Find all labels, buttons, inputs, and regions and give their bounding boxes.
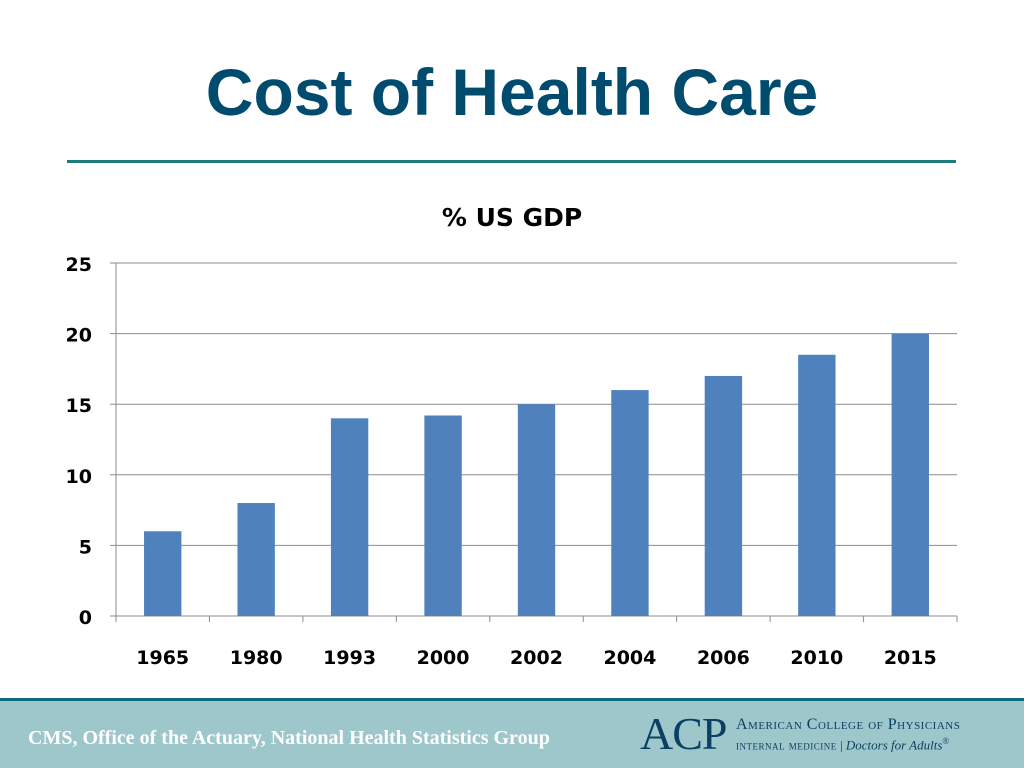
x-tick-label: 2000 <box>417 647 470 669</box>
acp-org-name: American College of Physicians <box>736 716 961 733</box>
source-citation: CMS, Office of the Actuary, National Hea… <box>28 727 550 749</box>
y-tick-label: 25 <box>66 254 92 276</box>
x-tick-label: 2002 <box>510 647 563 669</box>
x-tick-label: 1980 <box>230 647 283 669</box>
bar-2002 <box>517 404 556 616</box>
bar-2015 <box>891 333 929 616</box>
slide-title: Cost of Health Care <box>205 55 819 129</box>
x-tick-label: 2010 <box>790 647 843 669</box>
bar-2000 <box>424 415 462 616</box>
y-tick-label: 10 <box>66 466 92 488</box>
acp-tagline-right: Doctors for Adults <box>845 737 943 753</box>
x-tick-label: 2006 <box>697 647 750 669</box>
acp-logo-mark: ACP <box>640 708 727 759</box>
title-divider <box>67 160 956 163</box>
y-tick-label: 20 <box>66 325 92 347</box>
x-tick-label: 1993 <box>323 647 376 669</box>
acp-tagline: internal medicine | Doctors for Adults® <box>736 736 949 753</box>
bar-2004 <box>611 390 649 616</box>
bar-1965 <box>144 531 182 616</box>
bar-chart: % US GDP 0 5 10 15 20 25 1965 1980 1993 2000 2002 2… <box>66 203 958 669</box>
x-tick-label: 2015 <box>884 647 937 669</box>
chart-title: % US GDP <box>442 203 582 232</box>
x-tick-label: 2004 <box>603 647 656 669</box>
x-tick-label: 1965 <box>136 647 189 669</box>
acp-tagline-left: internal medicine <box>736 737 837 753</box>
footer-bar: CMS, Office of the Actuary, National Hea… <box>0 698 1024 768</box>
acp-logo: ACP American College of Physicians inter… <box>640 709 1000 759</box>
registered-mark: ® <box>942 736 950 746</box>
bar-2006 <box>704 375 743 616</box>
y-tick-label: 5 <box>79 536 92 558</box>
bar-1993 <box>330 418 369 616</box>
bar-2010 <box>798 354 836 616</box>
bar-1980 <box>237 503 275 616</box>
acp-tagline-separator: | <box>840 737 843 753</box>
y-tick-label: 15 <box>66 395 92 417</box>
y-tick-label: 0 <box>79 607 92 629</box>
